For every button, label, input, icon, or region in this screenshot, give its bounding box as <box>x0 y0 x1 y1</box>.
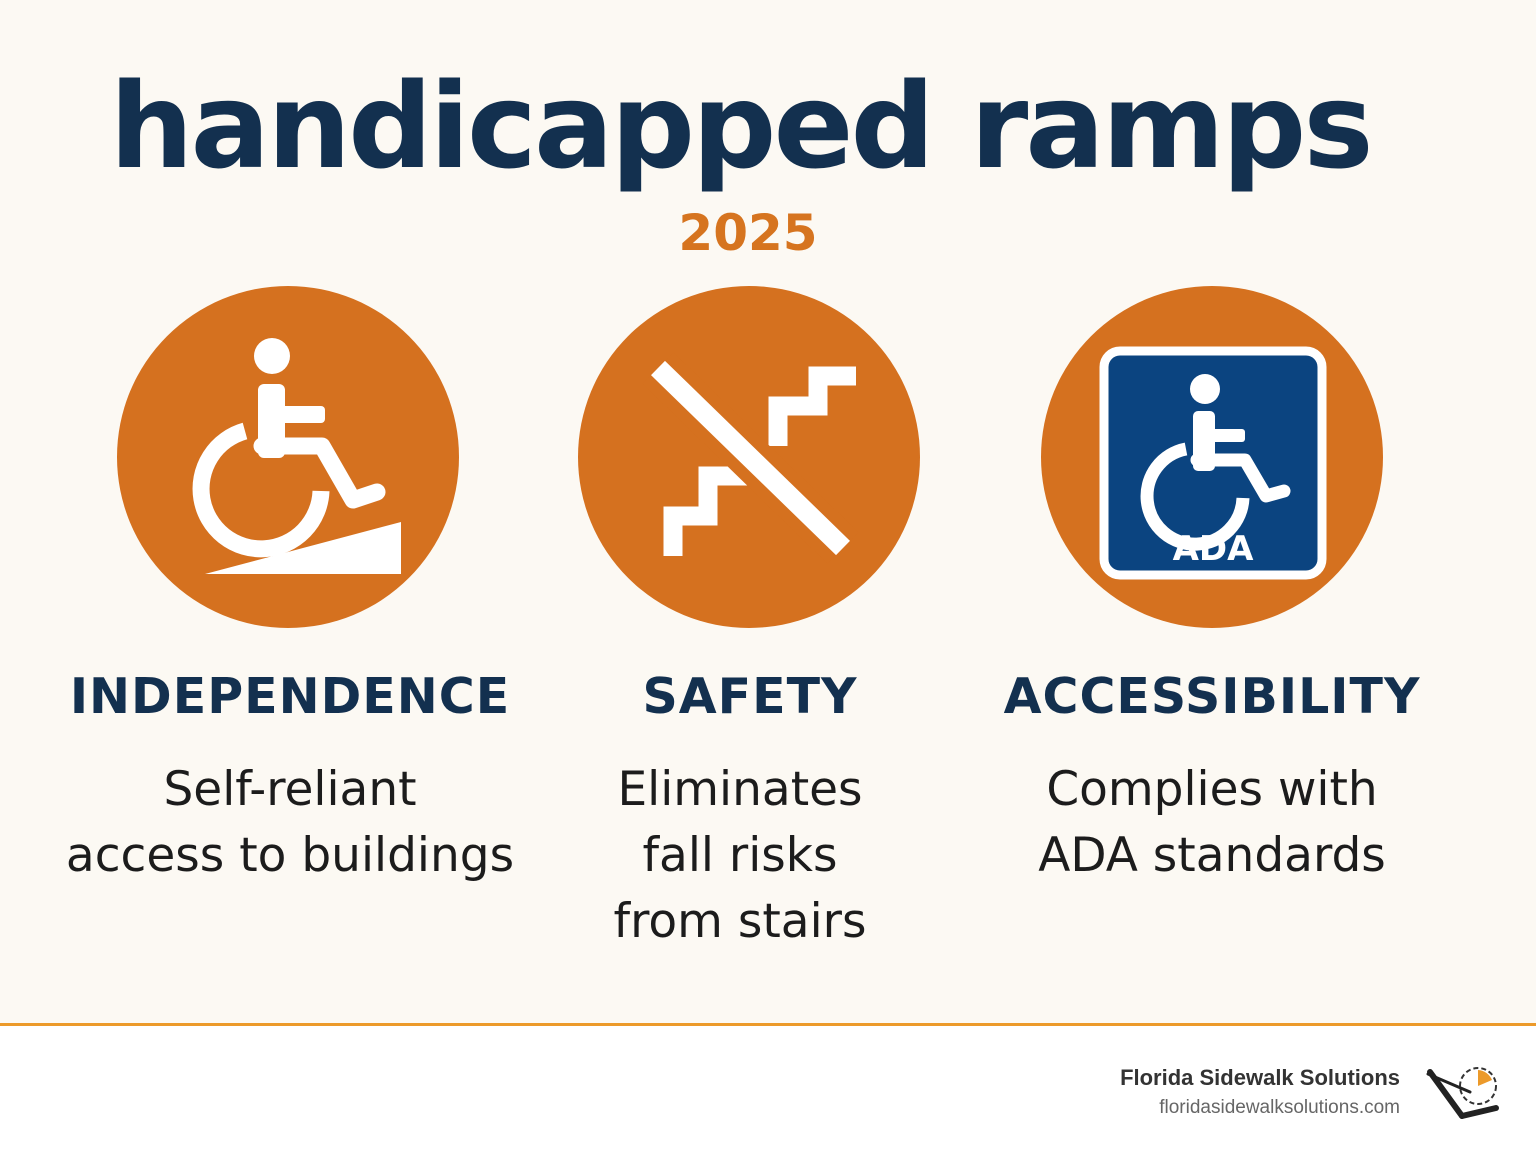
wheelchair-ramp-icon <box>192 338 401 574</box>
safety-badge <box>578 286 920 628</box>
ada-sign-icon: ADA <box>1099 346 1327 580</box>
independence-badge <box>117 286 459 628</box>
sidewalk-logo-icon <box>1426 1067 1499 1119</box>
accessibility-heading: ACCESSIBILITY <box>1003 668 1421 725</box>
independence-description: Self-reliant access to buildings <box>65 762 515 883</box>
safety-heading: SAFETY <box>642 668 858 725</box>
no-stairs-icon <box>642 352 859 564</box>
safety-description: Eliminates fall risks from stairs <box>613 762 867 949</box>
company-url[interactable]: floridasidewalksolutions.com <box>1159 1097 1400 1118</box>
footer <box>0 1026 1536 1154</box>
accessibility-description: Complies with ADA standards <box>1038 762 1386 883</box>
company-name: Florida Sidewalk Solutions <box>1120 1065 1400 1090</box>
footer-divider <box>0 1023 1536 1026</box>
independence-heading: INDEPENDENCE <box>69 668 511 725</box>
page-title: handicapped ramps <box>109 57 1373 195</box>
year-label: 2025 <box>678 204 818 262</box>
ada-sign-text: ADA <box>1173 529 1255 569</box>
accessibility-badge: ADA <box>1041 286 1383 628</box>
